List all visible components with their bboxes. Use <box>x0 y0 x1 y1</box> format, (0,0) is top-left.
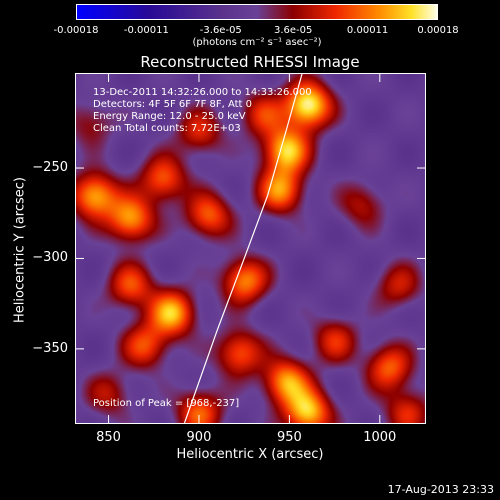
x-tick-label: 950 <box>276 430 302 445</box>
y-tick-label: −300 <box>32 250 68 266</box>
info-detectors: Detectors: 4F 5F 6F 7F 8F, Att 0 <box>93 99 253 110</box>
info-total-counts: Clean Total counts: 7.72E+03 <box>93 123 241 134</box>
colorbar-tick-label: -0.00011 <box>123 25 169 36</box>
info-energy-range: Energy Range: 12.0 - 25.0 keV <box>93 111 246 122</box>
colorbar-tick-label: 0.00018 <box>417 25 459 36</box>
peak-position-label: Position of Peak = [968,-237] <box>93 398 240 409</box>
colorbar <box>76 4 438 20</box>
plot-area <box>75 73 426 424</box>
plot-overlay <box>76 74 425 423</box>
axis-ticks <box>76 74 425 423</box>
y-tick-label: −350 <box>32 340 68 356</box>
y-tick-label: −250 <box>32 160 68 176</box>
timestamp: 17-Aug-2013 23:33 <box>387 483 494 496</box>
solar-limb-line <box>183 74 303 423</box>
colorbar-tick-label: -0.00018 <box>53 25 99 36</box>
colorbar-tick-label: -3.6e-05 <box>199 25 242 36</box>
heatmap-image <box>76 74 425 423</box>
colorbar-tick-label: 3.6e-05 <box>273 25 313 36</box>
colorbar-units: (photons cm⁻² s⁻¹ asec⁻²) <box>192 37 322 48</box>
colorbar-tick-label: 0.00011 <box>346 25 389 36</box>
x-tick-label: 850 <box>96 430 121 445</box>
y-axis-label: Heliocentric Y (arcsec) <box>12 177 28 323</box>
x-tick-label: 1000 <box>363 430 397 445</box>
info-time-range: 13-Dec-2011 14:32:26.000 to 14:33:26.000 <box>93 87 312 98</box>
x-axis-label: Heliocentric X (arcsec) <box>176 447 324 462</box>
chart-title: Reconstructed RHESSI Image <box>140 53 360 71</box>
x-tick-label: 900 <box>186 430 212 445</box>
